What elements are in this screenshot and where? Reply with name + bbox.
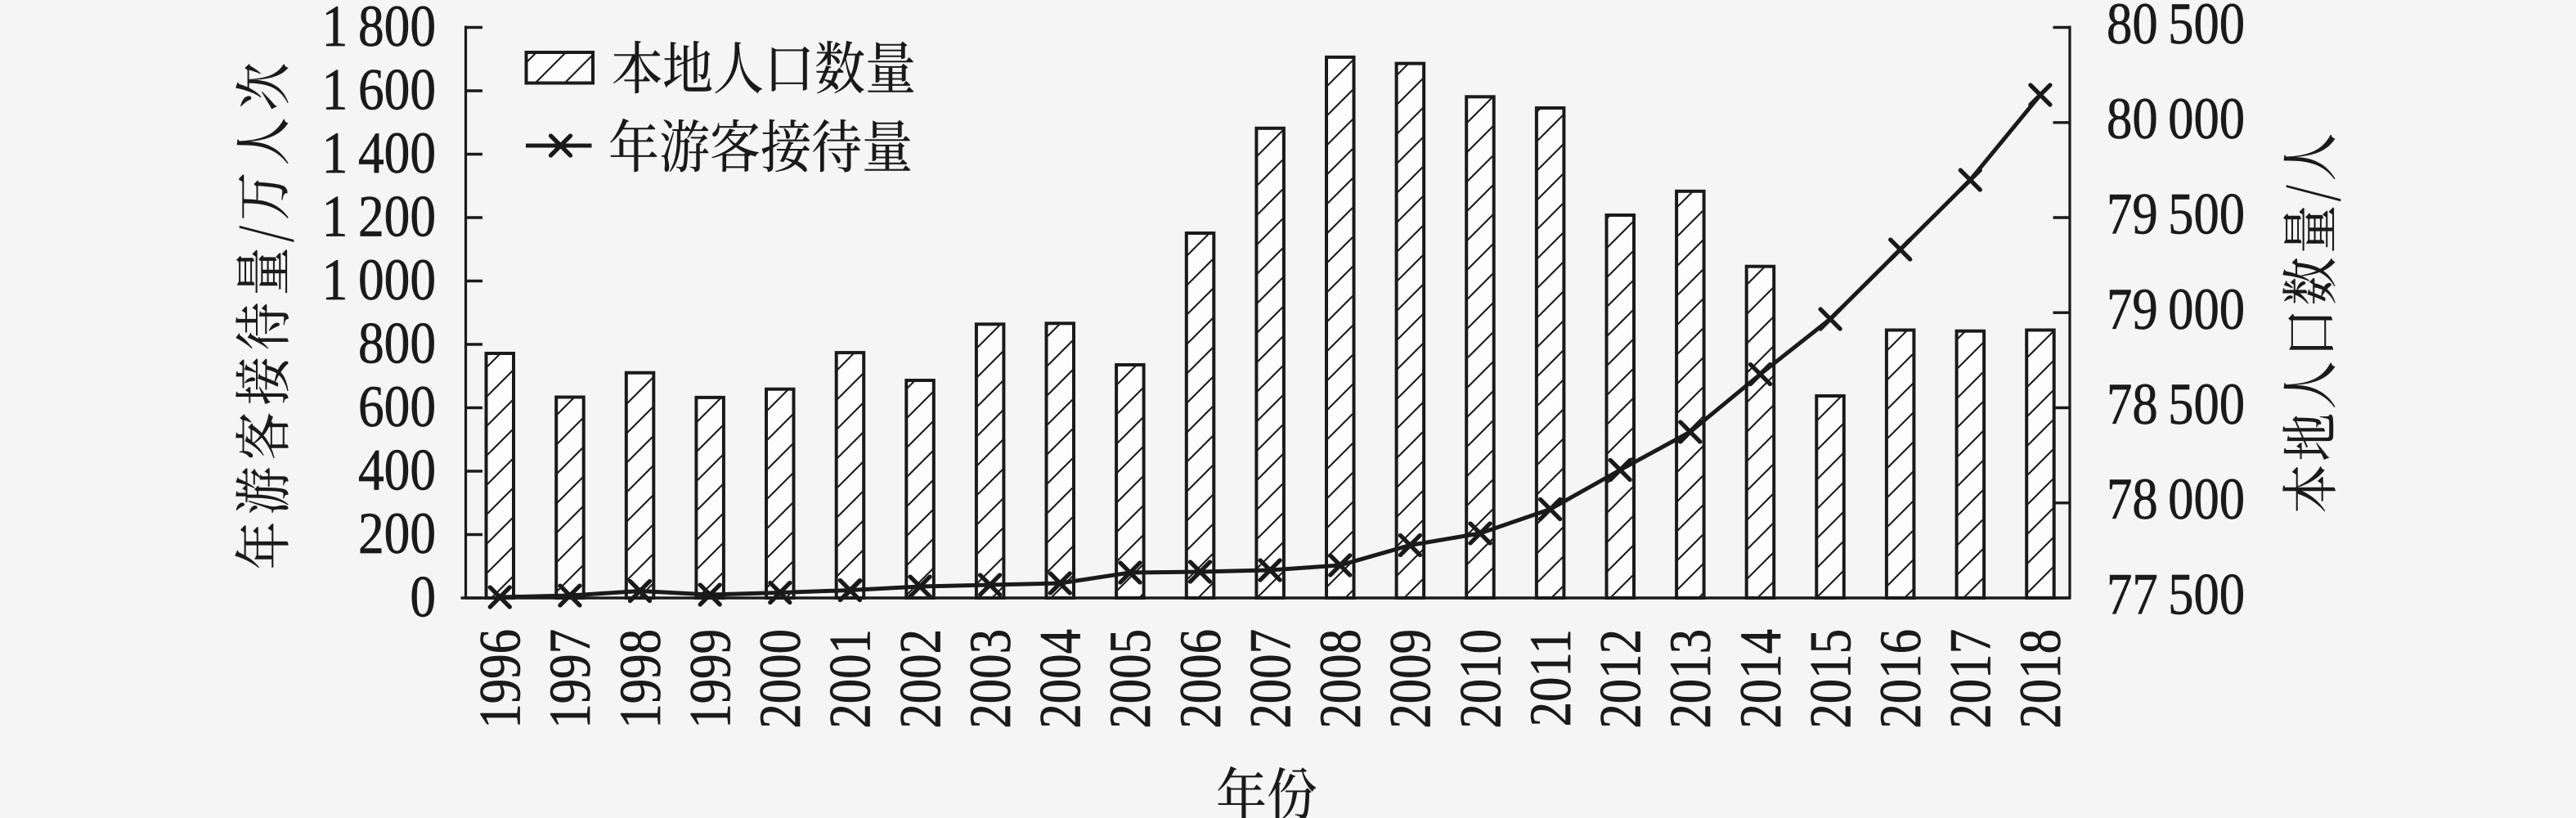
svg-text:1 800: 1 800 bbox=[322, 0, 436, 59]
svg-text:2003: 2003 bbox=[958, 629, 1023, 729]
svg-text:2000: 2000 bbox=[748, 629, 813, 729]
svg-text:77 500: 77 500 bbox=[2107, 561, 2245, 627]
svg-text:2006: 2006 bbox=[1169, 629, 1233, 729]
svg-text:80 500: 80 500 bbox=[2107, 0, 2245, 56]
svg-text:2008: 2008 bbox=[1308, 629, 1373, 729]
svg-text:1999: 1999 bbox=[679, 629, 743, 729]
svg-text:1 000: 1 000 bbox=[322, 247, 436, 312]
svg-text:2012: 2012 bbox=[1589, 629, 1654, 729]
svg-text:78 500: 78 500 bbox=[2107, 371, 2245, 437]
svg-text:2014: 2014 bbox=[1729, 629, 1793, 729]
svg-text:2016: 2016 bbox=[1869, 629, 1933, 729]
svg-text:0: 0 bbox=[410, 564, 436, 630]
svg-text:200: 200 bbox=[358, 501, 436, 566]
svg-text:800: 800 bbox=[358, 311, 436, 376]
svg-text:2017: 2017 bbox=[1939, 629, 2004, 729]
svg-text:2002: 2002 bbox=[889, 629, 954, 729]
svg-text:2007: 2007 bbox=[1239, 629, 1304, 729]
svg-text:80 000: 80 000 bbox=[2107, 86, 2245, 151]
svg-text:2011: 2011 bbox=[1519, 629, 1583, 726]
svg-text:2010: 2010 bbox=[1449, 629, 1514, 729]
svg-text:2009: 2009 bbox=[1379, 629, 1443, 729]
svg-text:2001: 2001 bbox=[819, 629, 883, 729]
svg-text:1998: 1998 bbox=[608, 629, 673, 729]
svg-text:400: 400 bbox=[358, 438, 436, 503]
svg-text:1 400: 1 400 bbox=[322, 120, 436, 186]
svg-text:1996: 1996 bbox=[469, 629, 533, 729]
svg-text:79 000: 79 000 bbox=[2107, 276, 2245, 342]
svg-text:2015: 2015 bbox=[1799, 629, 1864, 729]
svg-text:2013: 2013 bbox=[1658, 629, 1723, 729]
svg-text:2005: 2005 bbox=[1099, 629, 1164, 729]
svg-text:1 600: 1 600 bbox=[322, 57, 436, 123]
svg-text:2018: 2018 bbox=[2009, 629, 2074, 729]
svg-text:78 000: 78 000 bbox=[2107, 466, 2245, 532]
svg-text:1997: 1997 bbox=[539, 629, 604, 729]
svg-text:600: 600 bbox=[358, 374, 436, 439]
svg-text:1 200: 1 200 bbox=[322, 184, 436, 249]
svg-text:79 500: 79 500 bbox=[2107, 181, 2245, 246]
svg-text:2004: 2004 bbox=[1029, 629, 1093, 729]
